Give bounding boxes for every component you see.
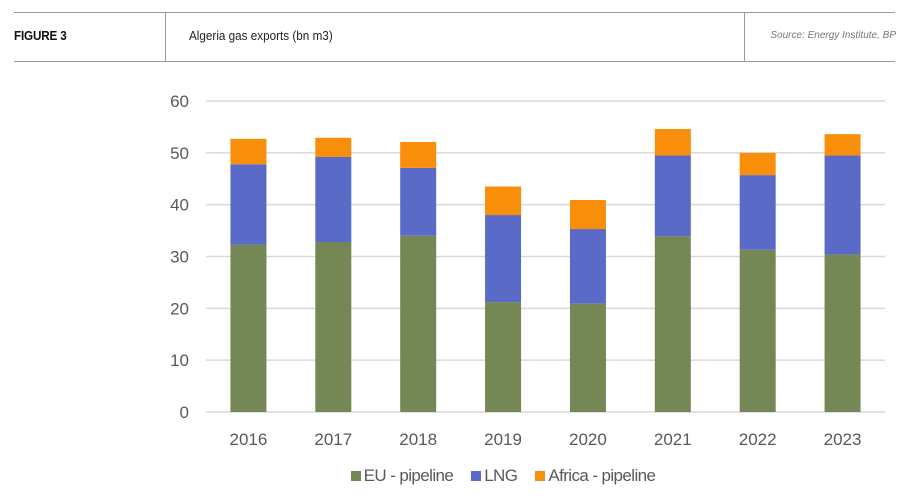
bar-2023-lng bbox=[824, 155, 861, 255]
bar-2022-africa-pipeline bbox=[739, 152, 776, 176]
x-tick-label: 2022 bbox=[739, 430, 777, 449]
y-tick-label: 40 bbox=[170, 196, 189, 215]
bar-2020-lng bbox=[569, 229, 606, 304]
x-tick-label: 2020 bbox=[569, 430, 607, 449]
bar-2021-africa-pipeline bbox=[654, 128, 691, 156]
x-axis-ticks: 2016 2017 2018 2019 2020 2021 2022 2023 bbox=[230, 430, 862, 449]
bar-2016-lng bbox=[230, 164, 267, 245]
bar-2019-lng bbox=[485, 215, 522, 303]
header-top-rule bbox=[14, 12, 895, 13]
legend-item: LNG bbox=[471, 466, 518, 486]
bar-2021-eu-pipeline bbox=[654, 236, 691, 412]
legend-label: Africa - pipeline bbox=[548, 466, 656, 485]
bar-2022-eu-pipeline bbox=[739, 249, 776, 412]
x-tick-label: 2017 bbox=[314, 430, 352, 449]
figure-title: Algeria gas exports (bn m3) bbox=[189, 28, 333, 43]
y-tick-label: 10 bbox=[170, 351, 189, 370]
bar-2023-eu-pipeline bbox=[824, 254, 861, 412]
y-tick-label: 0 bbox=[180, 403, 189, 422]
x-tick-label: 2019 bbox=[484, 430, 522, 449]
figure-label: FIGURE 3 bbox=[14, 28, 67, 43]
bars bbox=[230, 128, 861, 412]
legend-item: Africa - pipeline bbox=[535, 466, 656, 486]
y-tick-label: 50 bbox=[170, 144, 189, 163]
x-tick-label: 2021 bbox=[654, 430, 692, 449]
y-axis-ticks: 0 10 20 30 40 50 60 bbox=[170, 92, 189, 422]
x-tick-label: 2018 bbox=[399, 430, 437, 449]
x-tick-label: 2016 bbox=[230, 430, 268, 449]
bar-2017-lng bbox=[315, 156, 352, 242]
legend-label: LNG bbox=[484, 466, 518, 485]
legend-swatch-icon bbox=[350, 471, 361, 481]
legend-swatch-icon bbox=[535, 471, 546, 481]
legend: EU - pipeline LNG Africa - pipeline bbox=[0, 466, 918, 486]
bar-2019-africa-pipeline bbox=[485, 186, 522, 216]
bar-2016-africa-pipeline bbox=[230, 138, 267, 165]
bar-2017-africa-pipeline bbox=[315, 137, 352, 157]
bar-2020-eu-pipeline bbox=[569, 303, 606, 412]
x-tick-label: 2023 bbox=[824, 430, 862, 449]
legend-swatch-icon bbox=[471, 471, 482, 481]
figure-source: Source: Energy Institute, BP bbox=[770, 30, 896, 41]
bar-2018-eu-pipeline bbox=[400, 235, 437, 412]
bar-2022-lng bbox=[739, 175, 776, 250]
header-divider-left bbox=[165, 12, 166, 62]
header-divider-right bbox=[744, 12, 745, 62]
legend-item: EU - pipeline bbox=[350, 466, 454, 486]
y-tick-label: 20 bbox=[170, 299, 189, 318]
bar-2018-africa-pipeline bbox=[400, 141, 437, 168]
gridlines bbox=[206, 100, 885, 413]
header-bottom-rule bbox=[14, 61, 895, 62]
bar-2018-lng bbox=[400, 167, 437, 236]
bar-2021-lng bbox=[654, 155, 691, 237]
bar-2019-eu-pipeline bbox=[485, 302, 522, 412]
bar-2017-eu-pipeline bbox=[315, 241, 352, 412]
legend-label: EU - pipeline bbox=[363, 466, 454, 485]
bar-2016-eu-pipeline bbox=[230, 244, 267, 412]
y-tick-label: 60 bbox=[170, 92, 189, 111]
bar-2023-africa-pipeline bbox=[824, 134, 861, 156]
y-tick-label: 30 bbox=[170, 248, 189, 267]
bar-2020-africa-pipeline bbox=[569, 200, 606, 230]
